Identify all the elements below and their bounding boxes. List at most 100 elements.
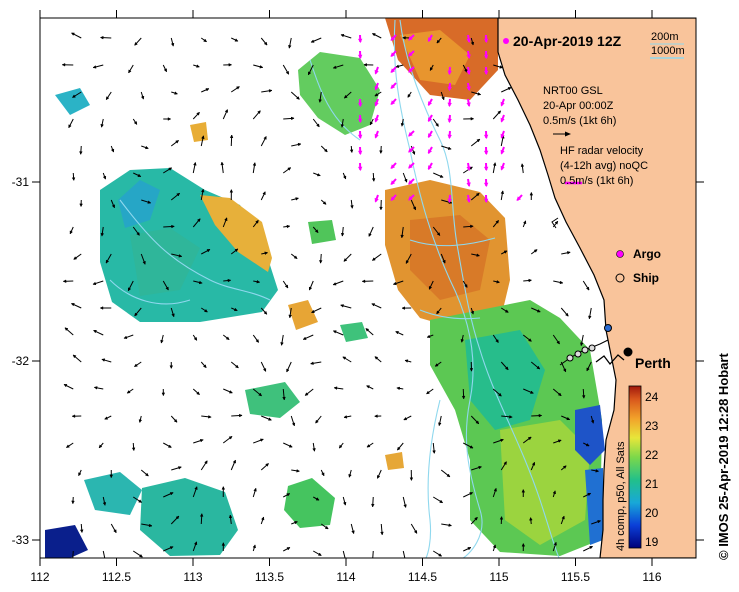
velocity-arrowhead	[589, 546, 594, 550]
velocity-arrowhead	[78, 472, 82, 477]
velocity-arrowhead	[312, 448, 316, 452]
velocity-arrowhead	[102, 502, 107, 506]
velocity-arrowhead	[358, 150, 363, 156]
velocity-arrowhead	[503, 461, 507, 466]
velocity-arrowhead	[138, 499, 143, 503]
velocity-arrowhead	[529, 390, 534, 394]
ship-label: Ship	[633, 271, 659, 285]
velocity-arrowhead	[374, 117, 379, 123]
velocity-arrowhead	[105, 259, 110, 264]
velocity-arrowhead	[529, 191, 534, 196]
velocity-arrowhead	[171, 313, 175, 318]
velocity-arrowhead	[142, 260, 146, 265]
velocity-arrowhead	[93, 330, 97, 334]
velocity-arrowhead	[470, 117, 475, 121]
velocity-arrowhead	[65, 444, 70, 448]
velocity-arrowhead	[566, 416, 571, 421]
velocity-arrowhead	[562, 368, 567, 373]
velocity-arrowhead	[263, 310, 268, 315]
velocity-arrowhead	[224, 109, 228, 113]
velocity-arrowhead	[256, 279, 261, 284]
velocity-arrowhead	[411, 151, 416, 155]
x-tick-label: 113	[183, 570, 202, 584]
velocity-arrowhead	[358, 134, 363, 140]
velocity-arrowhead	[193, 336, 198, 341]
velocity-arrowhead	[310, 361, 314, 365]
velocity-arrowhead	[196, 391, 200, 396]
argo-label: Argo	[633, 247, 661, 261]
velocity-arrowhead	[587, 492, 592, 497]
velocity-arrowhead	[100, 123, 104, 128]
velocity-arrowhead	[390, 180, 396, 186]
velocity-arrowhead	[175, 140, 180, 144]
x-tick-label: 112.5	[102, 570, 131, 584]
velocity-arrowhead	[390, 52, 396, 58]
velocity-arrowhead	[332, 282, 337, 286]
velocity-arrowhead	[234, 38, 239, 42]
velocity-arrowhead	[317, 552, 322, 556]
velocity-arrowhead	[99, 306, 104, 310]
velocity-arrowhead	[427, 165, 432, 171]
velocity-arrowhead	[288, 44, 292, 49]
velocity-arrowhead	[447, 70, 452, 76]
x-tick-label: 114.5	[408, 570, 437, 584]
velocity-arrowhead	[174, 91, 178, 95]
hf-legend-line1: HF radar velocity	[560, 145, 644, 157]
ship-track	[559, 324, 612, 366]
velocity-arrowhead	[435, 123, 439, 127]
velocity-arrowhead	[538, 413, 543, 418]
velocity-arrowhead	[390, 84, 396, 90]
velocity-arrowhead	[408, 36, 413, 41]
velocity-arrowhead	[202, 364, 207, 369]
velocity-arrowhead	[483, 38, 489, 44]
velocity-arrowhead	[566, 251, 571, 255]
velocity-arrowhead	[304, 392, 309, 396]
velocity-arrowhead	[79, 151, 83, 155]
velocity-arrowhead	[474, 516, 478, 521]
velocity-arrowhead	[338, 444, 343, 449]
velocity-arrowhead	[139, 553, 143, 558]
velocity-arrowhead	[293, 255, 298, 259]
velocity-arrowhead	[408, 52, 413, 57]
velocity-arrowhead	[413, 530, 418, 534]
velocity-arrowhead	[521, 488, 526, 493]
gsl-legend-line2: 20-Apr 00:00Z	[543, 100, 614, 112]
velocity-arrowhead	[208, 415, 212, 419]
velocity-arrowhead	[193, 161, 197, 166]
velocity-arrowhead	[308, 286, 313, 291]
velocity-arrowhead	[196, 111, 200, 116]
velocity-arrowhead	[466, 166, 471, 171]
hf-radar-arrows	[358, 34, 523, 204]
velocity-arrowhead	[136, 231, 140, 236]
velocity-arrowhead	[280, 342, 284, 346]
velocity-arrowhead	[446, 473, 451, 478]
velocity-arrowhead	[315, 497, 320, 501]
velocity-arrowhead	[199, 513, 204, 517]
velocity-arrowhead	[170, 42, 175, 47]
velocity-arrowhead	[469, 492, 474, 496]
velocity-arrowhead	[196, 218, 201, 223]
velocity-arrowhead	[438, 422, 442, 427]
velocity-arrowhead	[98, 444, 103, 449]
velocity-arrowhead	[429, 67, 434, 71]
velocity-arrowhead	[447, 102, 452, 108]
velocity-arrowhead	[286, 224, 291, 229]
velocity-arrowhead	[294, 521, 298, 525]
velocity-arrowhead	[427, 133, 432, 139]
velocity-arrowhead	[597, 520, 602, 524]
y-tick-label: -31	[12, 175, 30, 189]
velocity-arrowhead	[178, 466, 182, 470]
velocity-arrowhead	[257, 110, 261, 115]
velocity-arrowhead	[509, 415, 513, 419]
velocity-arrowhead	[173, 418, 178, 423]
velocity-arrowhead	[470, 41, 475, 46]
perth-coast-detail	[595, 354, 625, 366]
velocity-arrowhead	[436, 39, 441, 44]
velocity-arrowhead	[520, 163, 525, 167]
velocity-arrowhead	[412, 206, 417, 211]
velocity-arrowhead	[466, 70, 471, 75]
map-title: 20-Apr-2019 12Z	[513, 33, 622, 49]
velocity-arrowhead	[565, 312, 569, 317]
velocity-arrowhead	[426, 390, 430, 395]
